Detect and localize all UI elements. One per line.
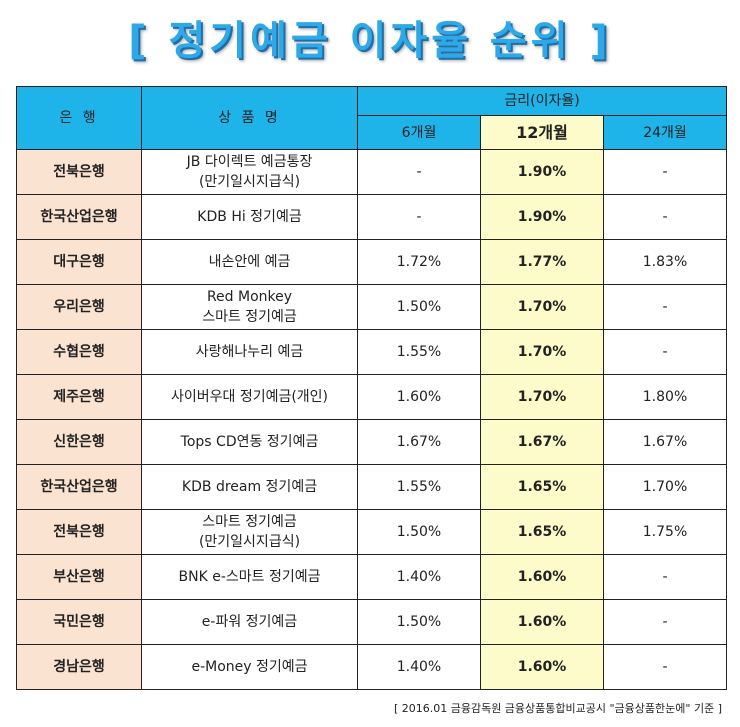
table-row: 국민은행 e-파워 정기예금 1.50% 1.60% - bbox=[16, 599, 728, 645]
product-name-cell: JB 다이렉트 예금통장 (만기일시지급식) bbox=[141, 149, 358, 195]
rate-cell-m24: - bbox=[602, 644, 728, 690]
rate-cell-m12: 1.70% bbox=[480, 284, 604, 330]
bank-name-cell: 경남은행 bbox=[16, 644, 142, 690]
table-row: 부산은행 BNK e-스마트 정기예금 1.40% 1.60% - bbox=[16, 554, 728, 600]
rate-cell-m12: 1.65% bbox=[480, 509, 604, 555]
rate-cell-m12: 1.70% bbox=[480, 329, 604, 375]
rate-cell-m6: 1.67% bbox=[357, 419, 481, 465]
rate-cell-m24: 1.67% bbox=[602, 419, 728, 465]
rate-cell-m12: 1.60% bbox=[480, 554, 604, 600]
rate-cell-m12: 1.90% bbox=[480, 194, 604, 240]
product-name-cell: KDB dream 정기예금 bbox=[141, 464, 358, 510]
rate-cell-m24: - bbox=[602, 329, 728, 375]
rate-cell-m12: 1.65% bbox=[480, 464, 604, 510]
product-name-line: BNK e-스마트 정기예금 bbox=[178, 569, 321, 585]
table-row: 대구은행 내손안에 예금 1.72% 1.77% 1.83% bbox=[16, 239, 728, 285]
rate-cell-m6: - bbox=[357, 194, 481, 240]
rate-cell-m6: 1.50% bbox=[357, 599, 481, 645]
page-title: [ 정기예금 이자율 순위 ] bbox=[128, 18, 612, 64]
product-name-line: 스마트 정기예금 bbox=[202, 514, 297, 530]
product-name-line: KDB Hi 정기예금 bbox=[197, 209, 302, 225]
product-name-cell: 사랑해나누리 예금 bbox=[141, 329, 358, 375]
rate-cell-m6: - bbox=[357, 149, 481, 195]
rate-cell-m6: 1.50% bbox=[357, 284, 481, 330]
header-6-months: 6개월 bbox=[357, 115, 481, 150]
rate-cell-m24: 1.75% bbox=[602, 509, 728, 555]
bank-name-cell: 한국산업은행 bbox=[16, 464, 142, 510]
product-name-cell: 내손안에 예금 bbox=[141, 239, 358, 285]
product-name-line: e-Money 정기예금 bbox=[191, 659, 308, 675]
product-name-line: 스마트 정기예금 bbox=[202, 309, 297, 325]
rate-cell-m6: 1.55% bbox=[357, 329, 481, 375]
product-name-cell: Tops CD연동 정기예금 bbox=[141, 419, 358, 465]
header-rate-group: 금리(이자율) bbox=[356, 86, 728, 116]
rate-cell-m24: 1.83% bbox=[602, 239, 728, 285]
header-12-months: 12개월 bbox=[480, 115, 604, 150]
bank-name-cell: 제주은행 bbox=[16, 374, 142, 420]
product-name-cell: BNK e-스마트 정기예금 bbox=[141, 554, 358, 600]
header-product: 상 품 명 bbox=[141, 86, 358, 150]
bank-name-cell: 대구은행 bbox=[16, 239, 142, 285]
product-name-cell: 스마트 정기예금 (만기일시지급식) bbox=[141, 509, 358, 555]
table-row: 전북은행 JB 다이렉트 예금통장 (만기일시지급식) -1.90% - bbox=[16, 149, 728, 195]
header-bank: 은 행 bbox=[16, 86, 142, 150]
rate-cell-m6: 1.40% bbox=[357, 644, 481, 690]
table-row: 한국산업은행 KDB Hi 정기예금 -1.90% - bbox=[16, 194, 728, 240]
bank-name-cell: 수협은행 bbox=[16, 329, 142, 375]
product-name-cell: e-파워 정기예금 bbox=[141, 599, 358, 645]
table-row: 신한은행 Tops CD연동 정기예금 1.67% 1.67% 1.67% bbox=[16, 419, 728, 465]
rate-cell-m24: - bbox=[602, 599, 728, 645]
bank-name-cell: 전북은행 bbox=[16, 509, 142, 555]
header-24-months: 24개월 bbox=[602, 115, 728, 150]
product-name-line: 사랑해나누리 예금 bbox=[195, 344, 304, 360]
product-name-line: (만기일시지급식) bbox=[198, 534, 301, 550]
rate-cell-m12: 1.60% bbox=[480, 599, 604, 645]
rate-cell-m24: - bbox=[602, 284, 728, 330]
product-name-cell: KDB Hi 정기예금 bbox=[141, 194, 358, 240]
bank-name-cell: 신한은행 bbox=[16, 419, 142, 465]
product-name-line: KDB dream 정기예금 bbox=[181, 479, 318, 495]
product-name-cell: e-Money 정기예금 bbox=[141, 644, 358, 690]
table-row: 수협은행 사랑해나누리 예금 1.55% 1.70% - bbox=[16, 329, 728, 375]
rate-cell-m6: 1.40% bbox=[357, 554, 481, 600]
rate-cell-m12: 1.60% bbox=[480, 644, 604, 690]
rate-cell-m24: - bbox=[602, 149, 728, 195]
product-name-line: e-파워 정기예금 bbox=[201, 614, 298, 630]
rate-cell-m6: 1.55% bbox=[357, 464, 481, 510]
deposit-rate-table: 은 행 상 품 명 금리(이자율) 6개월 12개월 24개월 전북은행 JB 다… bbox=[16, 86, 728, 690]
bank-name-cell: 전북은행 bbox=[16, 149, 142, 195]
source-footnote: [ 2016.01 금융감독원 금융상품통합비교공시 "금융상품한눈에" 기준 … bbox=[393, 702, 722, 715]
table-body: 전북은행 JB 다이렉트 예금통장 (만기일시지급식) -1.90% - 한국산업은행 KD… bbox=[16, 149, 728, 690]
product-name-line: Tops CD연동 정기예금 bbox=[180, 434, 319, 450]
rate-cell-m24: - bbox=[602, 194, 728, 240]
product-name-line: (만기일시지급식) bbox=[198, 174, 301, 190]
product-name-line: JB 다이렉트 예금통장 bbox=[186, 154, 313, 170]
bank-name-cell: 우리은행 bbox=[16, 284, 142, 330]
rate-cell-m24: 1.80% bbox=[602, 374, 728, 420]
rate-cell-m6: 1.50% bbox=[357, 509, 481, 555]
rate-cell-m24: - bbox=[602, 554, 728, 600]
rate-cell-m12: 1.77% bbox=[480, 239, 604, 285]
product-name-cell: Red Monkey 스마트 정기예금 bbox=[141, 284, 358, 330]
table-row: 경남은행 e-Money 정기예금 1.40% 1.60% - bbox=[16, 644, 728, 690]
product-name-line: Red Monkey bbox=[206, 289, 293, 305]
rate-cell-m12: 1.90% bbox=[480, 149, 604, 195]
table-row: 제주은행 사이버우대 정기예금(개인) 1.60% 1.70% 1.80% bbox=[16, 374, 728, 420]
rate-cell-m24: 1.70% bbox=[602, 464, 728, 510]
table-row: 우리은행 Red Monkey 스마트 정기예금 1.50% 1.70% - bbox=[16, 284, 728, 330]
bank-name-cell: 국민은행 bbox=[16, 599, 142, 645]
product-name-line: 내손안에 예금 bbox=[208, 254, 291, 270]
rate-cell-m6: 1.60% bbox=[357, 374, 481, 420]
rate-cell-m12: 1.70% bbox=[480, 374, 604, 420]
bank-name-cell: 한국산업은행 bbox=[16, 194, 142, 240]
table-row: 한국산업은행 KDB dream 정기예금 1.55% 1.65% 1.70% bbox=[16, 464, 728, 510]
rate-cell-m6: 1.72% bbox=[357, 239, 481, 285]
rate-cell-m12: 1.67% bbox=[480, 419, 604, 465]
bank-name-cell: 부산은행 bbox=[16, 554, 142, 600]
product-name-cell: 사이버우대 정기예금(개인) bbox=[141, 374, 358, 420]
product-name-line: 사이버우대 정기예금(개인) bbox=[170, 389, 329, 405]
table-row: 전북은행 스마트 정기예금 (만기일시지급식) 1.50% 1.65% 1.75% bbox=[16, 509, 728, 555]
